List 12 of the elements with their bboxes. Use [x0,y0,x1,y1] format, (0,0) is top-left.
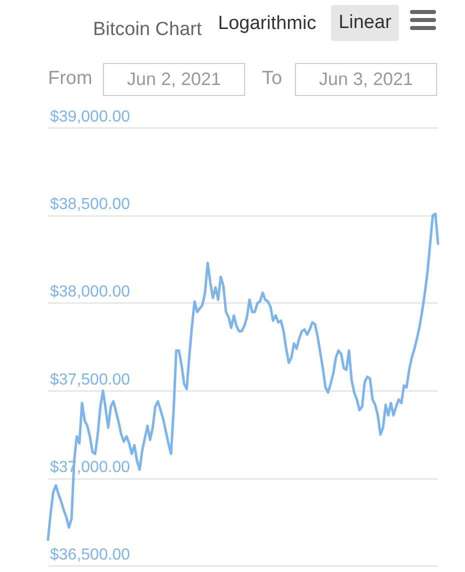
y-tick-label: $38,500.00 [50,196,130,214]
scale-button: Linear [331,5,399,41]
y-tick-label: $37,500.00 [50,371,130,388]
text: From [48,68,92,89]
text: Logarithmic [218,13,316,34]
text: To [262,68,282,89]
y-tick-label: $38,000.00 [50,284,130,301]
y-tick-label: $39,000.00 [50,108,130,126]
y-tick-label: $36,500.00 [50,546,130,564]
date-field: Jun 3, 2021 [295,63,437,96]
chart-title: Bitcoin Chart [93,19,202,40]
date-field: Jun 2, 2021 [103,63,245,96]
